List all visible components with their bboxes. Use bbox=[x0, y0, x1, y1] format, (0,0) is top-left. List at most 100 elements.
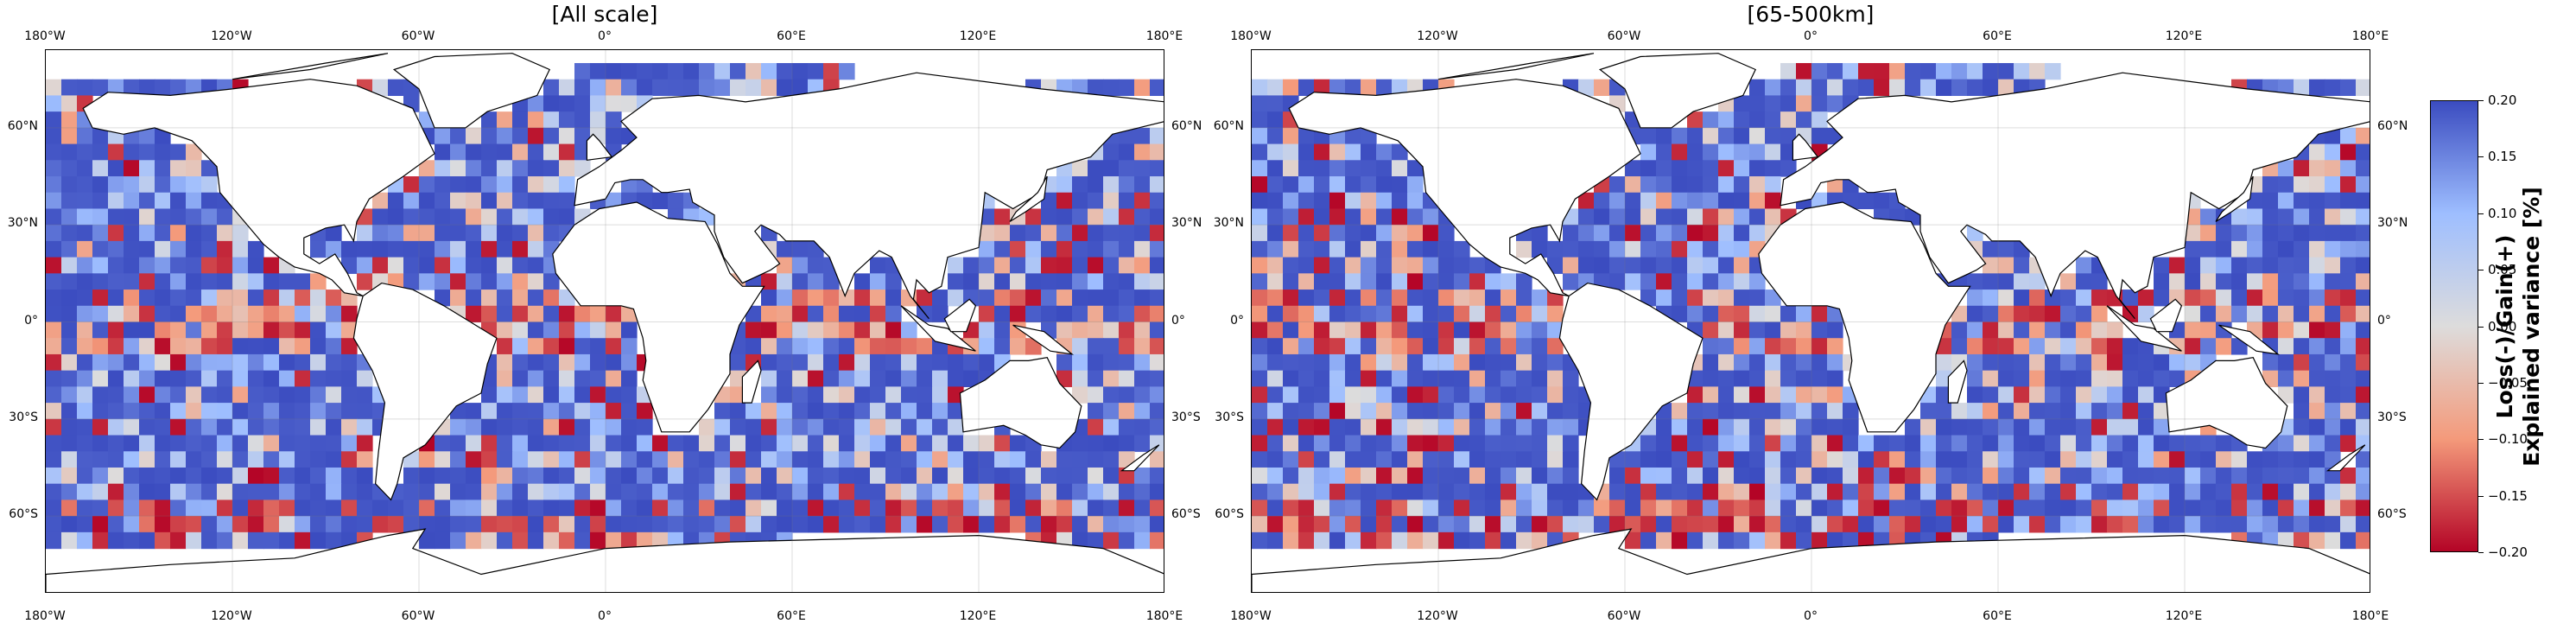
grid-cell bbox=[1501, 273, 1517, 290]
grid-cell bbox=[170, 451, 187, 468]
grid-cell bbox=[668, 435, 684, 452]
grid-cell bbox=[2216, 451, 2232, 468]
lon-tick-top: 180°E bbox=[2351, 29, 2389, 43]
grid-cell bbox=[606, 321, 622, 339]
grid-cell bbox=[2029, 418, 2046, 436]
grid-cell bbox=[1858, 435, 1875, 452]
grid-cell bbox=[295, 370, 311, 387]
grid-cell bbox=[1423, 273, 1439, 290]
grid-cell bbox=[1283, 257, 1299, 274]
grid-cell bbox=[994, 500, 1011, 517]
grid-cell bbox=[1329, 79, 1346, 97]
grid-cell bbox=[2294, 353, 2310, 372]
grid-cell bbox=[979, 516, 995, 533]
grid-cell bbox=[46, 143, 62, 161]
grid-cell bbox=[1119, 516, 1135, 533]
grid-cell bbox=[341, 386, 358, 404]
grid-cell bbox=[1780, 435, 1797, 452]
grid-cell bbox=[870, 290, 886, 307]
grid-cell bbox=[46, 160, 62, 177]
grid-cell bbox=[1734, 273, 1750, 290]
grid-cell bbox=[2091, 483, 2108, 501]
grid-cell bbox=[1547, 240, 1564, 258]
grid-cell bbox=[139, 160, 155, 177]
grid-cell bbox=[1485, 290, 1501, 307]
grid-cell bbox=[1252, 338, 1268, 355]
grid-cell bbox=[994, 273, 1011, 290]
grid-cell bbox=[1811, 353, 1828, 372]
grid-cell bbox=[1609, 467, 1626, 485]
grid-cell bbox=[403, 240, 420, 258]
grid-cell bbox=[1134, 225, 1151, 242]
grid-cell bbox=[1361, 192, 1377, 210]
grid-cell bbox=[124, 418, 140, 436]
grid-cell bbox=[1252, 290, 1268, 307]
grid-cell bbox=[2045, 62, 2061, 80]
grid-cell bbox=[1765, 418, 1781, 436]
grid-cell bbox=[1951, 403, 1968, 420]
grid-cell bbox=[621, 95, 638, 112]
grid-cell bbox=[761, 273, 777, 290]
grid-cell bbox=[746, 500, 762, 517]
grid-cell bbox=[139, 370, 155, 387]
grid-cell bbox=[1625, 467, 1641, 485]
grid-cell bbox=[1088, 370, 1104, 387]
grid-cell bbox=[1072, 176, 1088, 194]
grid-cell bbox=[1516, 305, 1532, 323]
grid-cell bbox=[2247, 467, 2263, 485]
grid-cell bbox=[2029, 516, 2046, 533]
grid-cell bbox=[108, 500, 124, 517]
grid-cell bbox=[1438, 370, 1455, 387]
grid-cell bbox=[1298, 305, 1315, 323]
grid-cell bbox=[2122, 290, 2139, 307]
grid-cell bbox=[1103, 305, 1120, 323]
grid-cell bbox=[777, 273, 793, 290]
grid-cell bbox=[1749, 500, 1766, 517]
grid-cell bbox=[1134, 531, 1151, 550]
grid-cell bbox=[839, 386, 855, 404]
grid-cell bbox=[450, 176, 466, 194]
grid-cell bbox=[2309, 176, 2325, 194]
grid-cell bbox=[543, 273, 560, 290]
grid-cell bbox=[1905, 435, 1921, 452]
grid-cell bbox=[2356, 321, 2370, 339]
grid-cell bbox=[1103, 176, 1120, 194]
grid-cell bbox=[979, 435, 995, 452]
grid-cell bbox=[2091, 418, 2108, 436]
grid-cell bbox=[2014, 451, 2030, 468]
grid-cell bbox=[326, 483, 342, 501]
grid-cell bbox=[1392, 321, 1408, 339]
grid-cell bbox=[683, 79, 700, 97]
grid-cell bbox=[621, 353, 638, 372]
grid-cell bbox=[1103, 257, 1120, 274]
grid-cell bbox=[1718, 338, 1735, 355]
grid-cell bbox=[46, 290, 62, 307]
grid-cell bbox=[217, 451, 233, 468]
grid-cell bbox=[1469, 338, 1486, 355]
grid-cell bbox=[559, 531, 575, 550]
grid-cell bbox=[248, 338, 264, 355]
grid-cell bbox=[621, 418, 638, 436]
grid-cell bbox=[1298, 127, 1315, 145]
lon-tick-bottom: 180°W bbox=[24, 609, 66, 623]
grid-cell bbox=[1267, 451, 1284, 468]
grid-cell bbox=[699, 500, 715, 517]
grid-cell bbox=[186, 353, 202, 372]
grid-cell bbox=[1811, 95, 1828, 112]
grid-cell bbox=[1858, 451, 1875, 468]
grid-cell bbox=[839, 435, 855, 452]
grid-cell bbox=[2231, 467, 2248, 485]
grid-cell bbox=[201, 305, 218, 323]
grid-cell bbox=[1796, 435, 1812, 452]
grid-cell bbox=[1672, 305, 1688, 323]
grid-cell bbox=[2154, 516, 2170, 533]
grid-cell bbox=[61, 208, 78, 226]
grid-cell bbox=[2122, 467, 2139, 485]
grid-cell bbox=[372, 79, 389, 97]
grid-cell bbox=[2045, 370, 2061, 387]
panel-title-all-scale: [All scale] bbox=[551, 2, 658, 27]
grid-cell bbox=[885, 370, 902, 387]
grid-cell bbox=[450, 467, 466, 485]
grid-cell bbox=[1640, 467, 1657, 485]
grid-cell bbox=[1594, 516, 1610, 533]
